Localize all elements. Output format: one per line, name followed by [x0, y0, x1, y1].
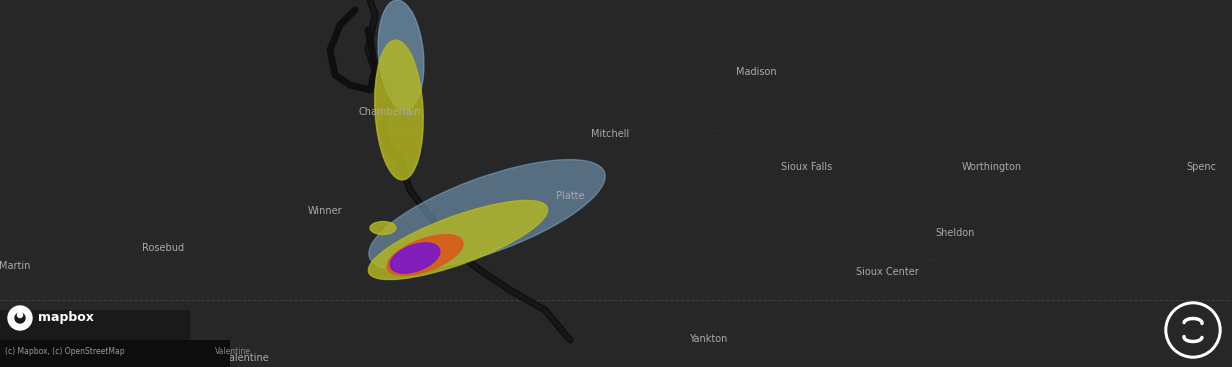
Circle shape: [1168, 305, 1218, 355]
Text: Worthington: Worthington: [962, 162, 1021, 172]
Ellipse shape: [378, 0, 424, 110]
Bar: [0, 310, 190, 367]
Ellipse shape: [375, 40, 424, 180]
Text: Chamberlain: Chamberlain: [359, 107, 420, 117]
Text: Spenc: Spenc: [1186, 162, 1216, 172]
Ellipse shape: [387, 235, 463, 275]
Text: Platte: Platte: [556, 191, 585, 201]
Ellipse shape: [370, 222, 395, 235]
Circle shape: [1165, 302, 1221, 358]
Text: Valentine: Valentine: [216, 348, 251, 356]
Text: Mitchell: Mitchell: [590, 129, 630, 139]
Text: Rosebud: Rosebud: [142, 243, 184, 253]
Circle shape: [7, 306, 32, 330]
Text: Sheldon: Sheldon: [935, 228, 975, 238]
Ellipse shape: [368, 160, 605, 270]
Circle shape: [17, 312, 22, 317]
Text: Valentine: Valentine: [223, 353, 270, 363]
Text: Martin: Martin: [0, 261, 31, 271]
Text: mapbox: mapbox: [38, 312, 94, 324]
Text: Sioux Falls: Sioux Falls: [781, 162, 833, 172]
Circle shape: [15, 313, 25, 323]
Text: Yankton: Yankton: [689, 334, 728, 345]
Bar: [0, 340, 230, 367]
Text: Winner: Winner: [308, 206, 342, 216]
Text: (c) Mapbox, (c) OpenStreetMap: (c) Mapbox, (c) OpenStreetMap: [5, 348, 124, 356]
Text: Madison: Madison: [737, 66, 776, 77]
Ellipse shape: [391, 243, 440, 273]
Ellipse shape: [368, 200, 548, 280]
Text: Sioux Center: Sioux Center: [856, 266, 918, 277]
